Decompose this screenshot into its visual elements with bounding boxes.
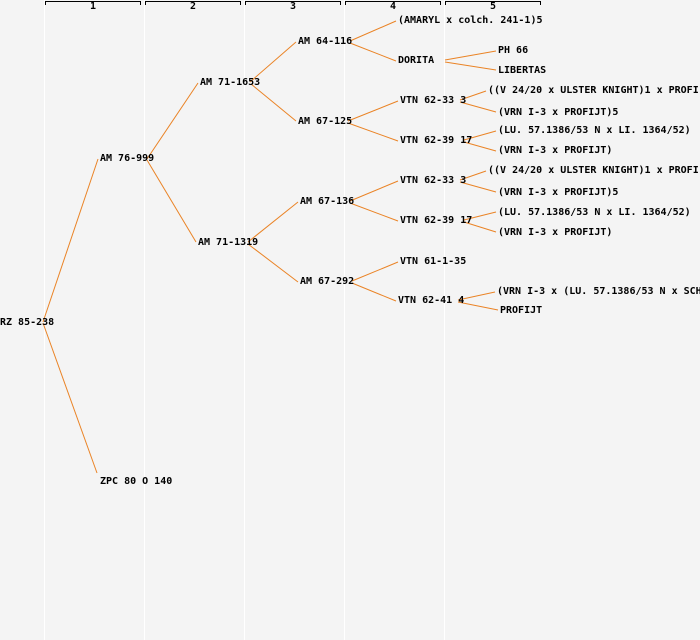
column-gridline bbox=[244, 0, 245, 640]
column-gridline bbox=[444, 0, 445, 640]
pedigree-edge bbox=[247, 201, 299, 243]
tree-node-label[interactable]: VTN 62-33 3 bbox=[400, 175, 467, 186]
tree-node-label[interactable]: VTN 62-33 3 bbox=[400, 95, 467, 106]
pedigree-edge bbox=[349, 20, 397, 42]
column-bracket bbox=[45, 1, 141, 5]
pedigree-edge bbox=[249, 41, 297, 83]
pedigree-edge bbox=[463, 130, 497, 141]
tree-node-label[interactable]: LIBERTAS bbox=[498, 65, 547, 76]
tree-node-label[interactable]: VTN 62-39 17 bbox=[400, 215, 473, 226]
column-number: 3 bbox=[289, 1, 297, 12]
tree-node-label[interactable]: ((V 24/20 x ULSTER KNIGHT)1 x PROFI bbox=[488, 165, 699, 176]
tree-node-label[interactable]: VTN 61-1-35 bbox=[400, 255, 467, 267]
pedigree-edge bbox=[347, 122, 399, 142]
tree-node-label[interactable]: (AMARYL x colch. 241-1)5 bbox=[398, 15, 543, 26]
pedigree-edge bbox=[349, 42, 397, 62]
tree-node-label[interactable]: AM 67-292 bbox=[300, 276, 355, 287]
pedigree-edge bbox=[250, 83, 297, 122]
pedigree-edge bbox=[347, 100, 399, 122]
pedigree-edge bbox=[459, 90, 487, 101]
pedigree-edge bbox=[444, 50, 497, 61]
tree-node-label[interactable]: RZ 85-238 bbox=[0, 316, 55, 328]
tree-node-label[interactable]: DORITA bbox=[398, 55, 435, 66]
pedigree-edge bbox=[459, 170, 487, 181]
tree-node-label[interactable]: VTN 62-39 17 bbox=[400, 135, 473, 146]
pedigree-edge bbox=[459, 181, 497, 193]
column-number: 2 bbox=[189, 1, 197, 12]
pedigree-edge bbox=[444, 61, 497, 71]
pedigree-edge bbox=[457, 301, 499, 311]
column-number: 4 bbox=[389, 1, 397, 12]
pedigree-edge bbox=[351, 282, 397, 302]
tree-node-label[interactable]: (VRN I-3 x PROFIJT) bbox=[498, 226, 613, 238]
pedigree-edge bbox=[457, 291, 496, 301]
tree-node-label[interactable]: PROFIJT bbox=[500, 305, 543, 316]
tree-node-label[interactable]: PH 66 bbox=[498, 45, 529, 56]
column-bracket bbox=[345, 1, 441, 5]
column-bracket bbox=[245, 1, 341, 5]
column-gridline bbox=[344, 0, 345, 640]
column-number: 1 bbox=[89, 1, 97, 12]
tree-node-label[interactable]: AM 71-1653 bbox=[200, 76, 261, 88]
tree-node-label[interactable]: AM 71-1319 bbox=[198, 236, 259, 248]
tree-node-label[interactable]: ((V 24/20 x ULSTER KNIGHT)1 x PROFI bbox=[488, 85, 699, 96]
pedigree-edge bbox=[146, 82, 199, 160]
tree-node-label[interactable]: (LU. 57.1386/53 N x LI. 1364/52) bbox=[498, 125, 691, 136]
column-gridline bbox=[144, 0, 145, 640]
column-bracket bbox=[445, 1, 541, 5]
pedigree-edge bbox=[349, 180, 399, 202]
column-gridline bbox=[44, 0, 45, 640]
pedigree-edge bbox=[349, 202, 399, 222]
pedigree-edge bbox=[351, 261, 399, 282]
column-bracket bbox=[145, 1, 241, 5]
pedigree-edge bbox=[146, 159, 197, 243]
tree-node-label[interactable]: VTN 62-41 4 bbox=[398, 295, 465, 306]
pedigree-edge bbox=[463, 211, 497, 221]
tree-node-label[interactable]: AM 67-136 bbox=[300, 195, 355, 207]
column-number: 5 bbox=[489, 1, 497, 12]
tree-node-label[interactable]: AM 67-125 bbox=[298, 115, 353, 127]
pedigree-edge bbox=[463, 141, 497, 152]
pedigree-edge bbox=[247, 243, 299, 283]
pedigree-edge bbox=[42, 322, 98, 474]
tree-node-label[interactable]: ZPC 80 O 140 bbox=[100, 475, 173, 487]
pedigree-edge bbox=[42, 158, 99, 323]
tree-node-label[interactable]: AM 76-999 bbox=[100, 153, 155, 164]
tree-node-label[interactable]: (VRN I-3 x PROFIJT)5 bbox=[498, 186, 619, 198]
tree-node-label[interactable]: (VRN I-3 x (LU. 57.1386/53 N x SCH bbox=[497, 286, 700, 297]
pedigree-edge bbox=[463, 221, 497, 233]
tree-node-label[interactable]: AM 64-116 bbox=[298, 35, 353, 47]
tree-node-label[interactable]: (LU. 57.1386/53 N x LI. 1364/52) bbox=[498, 206, 691, 218]
tree-node-label[interactable]: (VRN I-3 x PROFIJT)5 bbox=[498, 106, 619, 118]
tree-node-label[interactable]: (VRN I-3 x PROFIJT) bbox=[498, 145, 613, 156]
pedigree-edge bbox=[459, 101, 497, 113]
